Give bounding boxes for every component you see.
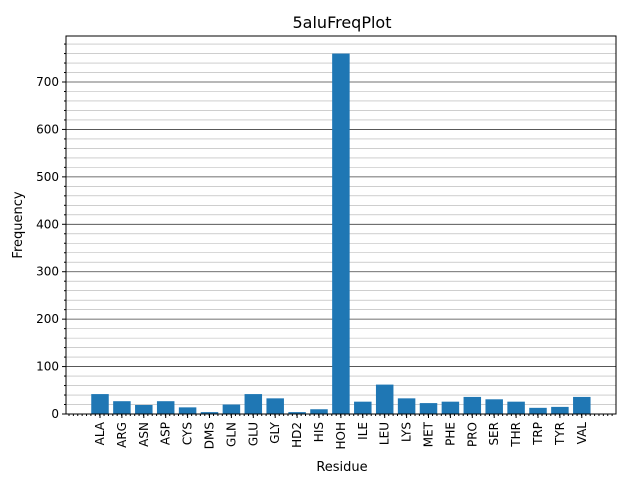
y-tick-label: 600 <box>36 122 59 136</box>
x-tick-label-ile: ILE <box>356 422 370 440</box>
x-tick-label-pro: PRO <box>465 422 479 447</box>
bar-gln <box>222 404 241 414</box>
bar-dms <box>200 412 219 414</box>
bar-his <box>310 409 328 414</box>
bar-tyr <box>551 406 569 414</box>
x-tick-label-dms: DMS <box>203 422 217 449</box>
bar-leu <box>375 384 394 414</box>
bar-ser <box>485 399 503 414</box>
x-tick-label-asn: ASN <box>137 422 151 447</box>
bar-phe <box>441 401 460 414</box>
y-axis-ticks: 0 100 200 300 400 500 600 700 <box>36 43 66 421</box>
x-tick-label-hoh: HOH <box>334 422 348 450</box>
y-axis-label: Frequency <box>11 191 26 258</box>
x-axis-label: Residue <box>316 460 367 475</box>
x-axis-ticks: ALA ARG ASN ASP CYS DMS GLN GLU GLY HD2 HIS HOH ILE L… <box>68 414 613 450</box>
bars <box>91 53 591 414</box>
x-tick-label-trp: TRP <box>531 422 545 446</box>
x-tick-label-leu: LEU <box>378 422 392 445</box>
bar-trp <box>529 407 547 414</box>
bar-ala <box>91 394 109 414</box>
y-tick-label: 300 <box>36 265 59 279</box>
x-tick-label-gln: GLN <box>224 422 238 447</box>
x-tick-label-ala: ALA <box>93 421 107 445</box>
bar-cys <box>178 407 197 414</box>
bar-asp <box>156 401 175 414</box>
x-tick-label-arg: ARG <box>115 422 129 448</box>
x-tick-label-phe: PHE <box>443 422 457 446</box>
x-tick-label-glu: GLU <box>246 422 260 446</box>
bar-thr <box>507 401 525 414</box>
bar-ile <box>354 401 372 414</box>
chart-title: 5aluFreqPlot <box>293 13 392 32</box>
x-tick-label-met: MET <box>422 421 436 447</box>
x-tick-label-tyr: TYR <box>553 422 567 446</box>
y-tick-label: 100 <box>36 360 59 374</box>
y-tick-label: 200 <box>36 312 59 326</box>
bar-asn <box>135 404 153 414</box>
x-tick-label-gly: GLY <box>268 421 282 443</box>
bar-hd2 <box>288 412 306 414</box>
bar-gly <box>266 398 284 414</box>
bar-pro <box>463 396 482 414</box>
x-tick-label-val: VAL <box>575 422 589 445</box>
bar-arg <box>113 401 131 414</box>
bar-val <box>573 396 591 414</box>
x-tick-label-his: HIS <box>312 422 326 442</box>
y-tick-label: 500 <box>36 170 59 184</box>
x-tick-label-thr: THR <box>509 422 523 448</box>
x-tick-label-cys: CYS <box>181 422 195 445</box>
bar-met <box>419 403 438 414</box>
y-tick-label: 0 <box>51 407 59 421</box>
x-tick-label-ser: SER <box>487 422 501 446</box>
y-tick-label: 700 <box>36 75 59 89</box>
x-tick-label-lys: LYS <box>400 422 414 442</box>
plot-frame <box>65 35 617 415</box>
x-tick-label-asp: ASP <box>159 422 173 445</box>
bar-hoh <box>332 53 350 414</box>
bar-lys <box>397 398 416 414</box>
bar-glu <box>244 394 263 414</box>
y-tick-label: 400 <box>36 217 59 231</box>
x-tick-label-hd2: HD2 <box>290 422 304 448</box>
